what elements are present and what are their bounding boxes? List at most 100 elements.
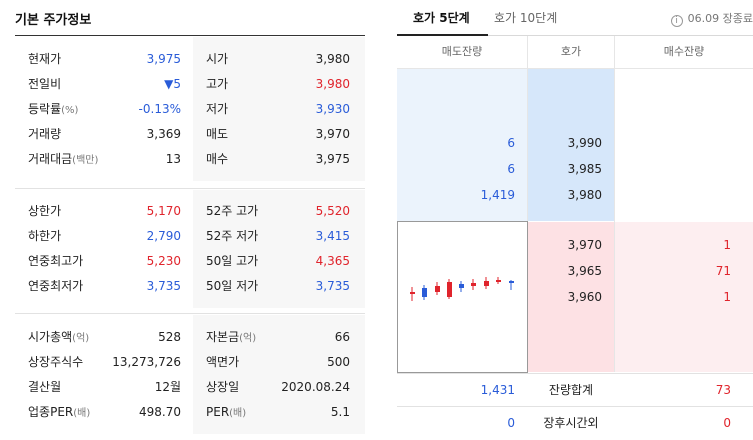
candle-body xyxy=(422,288,427,297)
info-row: 상한가 5,170 52주 고가 5,520 xyxy=(15,199,365,224)
info-row: 거래대금(백만) 13 매수 3,975 xyxy=(15,147,365,172)
info-value: 5,230 xyxy=(146,254,181,268)
info-value: 3,970 xyxy=(315,127,350,141)
info-row: 업종PER(배) 498.70 PER(배) 5.1 xyxy=(15,400,365,425)
info-value: 500 xyxy=(327,355,350,369)
bid-price[interactable]: 3,970 xyxy=(567,238,602,252)
info-row: 상장주식수 13,273,726 액면가 500 xyxy=(15,350,365,375)
info-value: -0.13% xyxy=(138,102,181,116)
candle-body xyxy=(435,286,440,292)
market-status-text: 06.09 장종료 xyxy=(687,12,753,25)
bid-qty-area xyxy=(615,222,753,372)
info-label: 상장주식수 xyxy=(28,355,84,369)
info-label: 연중최고가 xyxy=(28,254,84,268)
column-header-bid-qty: 매수잔량 xyxy=(663,45,705,58)
summary-ask-value: 1,431 xyxy=(480,383,515,397)
ask-qty[interactable]: 6 xyxy=(507,162,515,176)
column-divider xyxy=(614,36,615,372)
info-value: 5.1 xyxy=(330,405,350,419)
info-label: 현재가 xyxy=(28,52,62,66)
tab-order-book-5[interactable]: 호가 5단계 xyxy=(413,11,470,25)
section-bg xyxy=(15,315,190,434)
info-value: 498.70 xyxy=(139,405,181,419)
ask-price[interactable]: 3,980 xyxy=(567,188,602,202)
bid-price[interactable]: 3,960 xyxy=(567,290,602,304)
section-bg xyxy=(193,315,365,434)
ask-price-area xyxy=(528,69,614,221)
section-bg xyxy=(15,37,190,181)
bid-qty[interactable]: 1 xyxy=(723,290,731,304)
ask-qty[interactable]: 1,419 xyxy=(480,188,515,202)
info-label: 시가총액(억) xyxy=(28,330,90,344)
column-header-ask-qty: 매도잔량 xyxy=(441,45,483,58)
section-divider xyxy=(15,313,365,314)
info-row: 거래량 3,369 매도 3,970 xyxy=(15,122,365,147)
summary-label: 장후시간외 xyxy=(543,416,599,430)
info-label: 결산월 xyxy=(28,380,62,394)
info-value: 4,365 xyxy=(315,254,350,268)
info-icon[interactable]: i xyxy=(670,15,683,27)
info-value: 528 xyxy=(158,330,181,344)
info-value: 13,273,726 xyxy=(112,355,181,369)
ask-price[interactable]: 3,990 xyxy=(567,136,602,150)
section-bg xyxy=(193,190,365,308)
candle-body xyxy=(496,280,501,282)
info-value: 3,930 xyxy=(315,102,350,116)
summary-divider xyxy=(397,373,753,374)
info-label: 거래대금(백만) xyxy=(28,152,99,166)
info-value: 13 xyxy=(165,152,181,166)
info-label: 등락률(%) xyxy=(28,102,79,116)
info-value: ▼5 xyxy=(164,77,181,91)
header-divider xyxy=(397,68,753,69)
info-value: 12월 xyxy=(154,380,181,394)
info-label: 매수 xyxy=(206,152,229,166)
mini-candle-chart-graphic xyxy=(410,277,514,301)
bid-qty[interactable]: 1 xyxy=(723,238,731,252)
candle-body xyxy=(410,292,415,294)
info-row: 연중최저가 3,735 50일 저가 3,735 xyxy=(15,274,365,299)
order-book-panel: 호가 5단계 호가 10단계 i 06.09 장종료 매도잔량 호가 매수잔량 6… xyxy=(397,0,753,440)
info-label: 거래량 xyxy=(28,127,62,141)
info-value: 2020.08.24 xyxy=(281,380,350,394)
info-value: 3,415 xyxy=(315,229,350,243)
ask-qty[interactable]: 6 xyxy=(507,136,515,150)
ask-price[interactable]: 3,985 xyxy=(567,162,602,176)
summary-bid-value: 0 xyxy=(723,416,731,430)
info-value: 3,369 xyxy=(146,127,181,141)
summary-bid-value: 73 xyxy=(715,383,731,397)
info-value: 3,980 xyxy=(315,77,350,91)
ask-qty-area xyxy=(397,69,527,221)
bid-price-area xyxy=(528,222,614,372)
info-value: 3,735 xyxy=(315,279,350,293)
active-tab-indicator xyxy=(397,34,488,36)
candle-body xyxy=(447,282,452,297)
bid-qty[interactable]: 71 xyxy=(715,264,731,278)
info-value: 3,735 xyxy=(146,279,181,293)
info-label: 액면가 xyxy=(206,355,240,369)
summary-divider xyxy=(397,406,753,407)
info-value: 3,980 xyxy=(315,52,350,66)
column-header-price: 호가 xyxy=(560,45,582,58)
info-value: 3,975 xyxy=(315,152,350,166)
info-section: 현재가 3,975 시가 3,980 전일비 ▼5 고가 3,980 등락률(%) -0.13% 저… xyxy=(15,37,365,181)
info-label: 고가 xyxy=(206,77,229,91)
info-value: 2,790 xyxy=(146,229,181,243)
info-label: 상장일 xyxy=(206,380,240,394)
info-label: 매도 xyxy=(206,127,229,141)
mini-candle-chart xyxy=(397,221,528,373)
tab-order-book-10[interactable]: 호가 10단계 xyxy=(494,11,558,25)
info-section: 상한가 5,170 52주 고가 5,520 하한가 2,790 52주 저가 3,415 연중… xyxy=(15,190,365,308)
info-row: 하한가 2,790 52주 저가 3,415 xyxy=(15,224,365,249)
info-label: PER(배) xyxy=(206,405,247,419)
info-value: 66 xyxy=(334,330,350,344)
info-label: 50일 고가 xyxy=(206,254,259,268)
section-divider xyxy=(15,188,365,189)
info-row: 결산월 12월 상장일 2020.08.24 xyxy=(15,375,365,400)
info-label: 52주 고가 xyxy=(206,204,259,218)
section-bg xyxy=(15,190,190,308)
info-label: 업종PER(배) xyxy=(28,405,91,419)
panel-title: 기본 주가정보 xyxy=(15,13,92,28)
bid-price[interactable]: 3,965 xyxy=(567,264,602,278)
info-row: 전일비 ▼5 고가 3,980 xyxy=(15,72,365,97)
info-section: 시가총액(억) 528 자본금(억) 66 상장주식수 13,273,726 액면가 500 결… xyxy=(15,315,365,434)
